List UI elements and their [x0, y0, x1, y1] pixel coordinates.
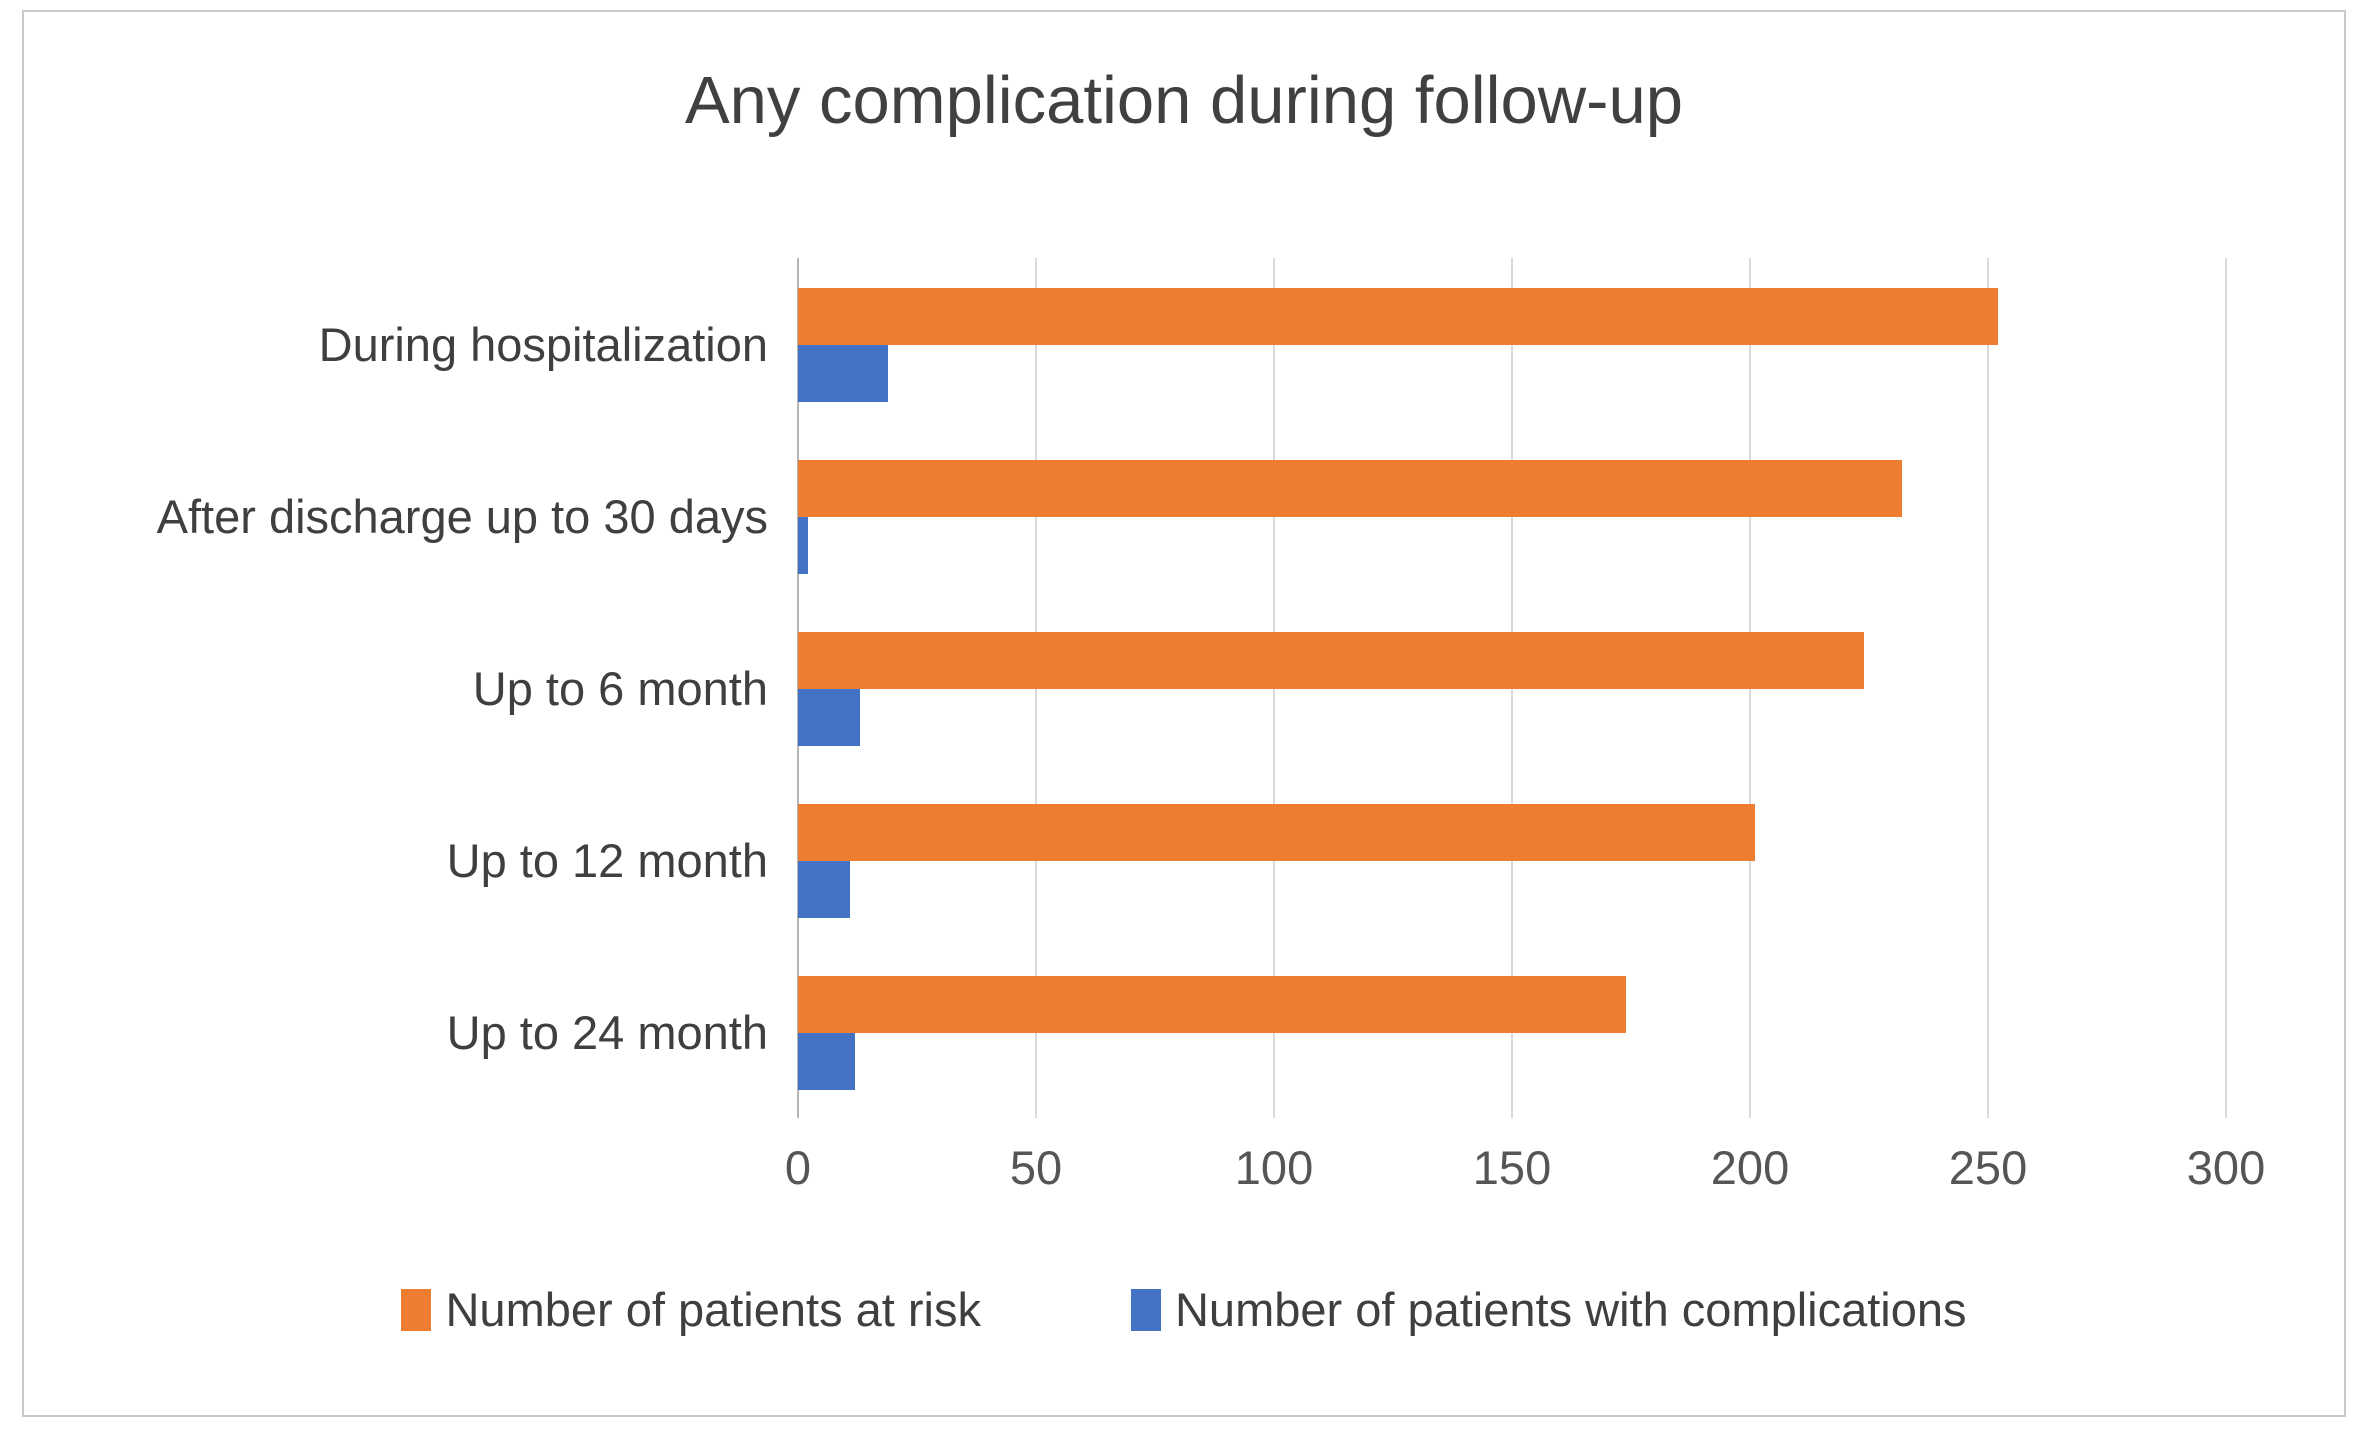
bar-complications	[798, 1033, 856, 1090]
bar-row	[798, 430, 2226, 602]
x-tick-label: 50	[1009, 1141, 1063, 1194]
bar-at-risk	[798, 976, 1627, 1033]
plot-area	[797, 258, 2227, 1118]
x-tick-label: 300	[2186, 1141, 2266, 1194]
bar-at-risk	[798, 804, 1755, 861]
x-tick-label: 150	[1472, 1141, 1552, 1194]
bar-at-risk	[798, 288, 1998, 345]
legend-label-complications: Number of patients with complications	[1174, 1283, 1967, 1336]
x-tick-label: 100	[1234, 1141, 1314, 1194]
bar-at-risk	[798, 460, 1903, 517]
bar-row	[798, 258, 2226, 430]
bar-complications	[798, 345, 889, 402]
bar-complications	[798, 517, 808, 574]
x-tick-label: 250	[1948, 1141, 2028, 1194]
category-label: Up to 24 month	[446, 1005, 768, 1059]
category-label: Up to 12 month	[446, 833, 768, 887]
bar-row	[798, 774, 2226, 946]
bar-complications	[798, 861, 851, 918]
gridline	[1987, 258, 1989, 1118]
legend: Number of patients at risk Number of pat…	[0, 1282, 2368, 1337]
x-tick-label: 200	[1710, 1141, 1790, 1194]
legend-item-complications: Number of patients with complications	[1130, 1282, 1967, 1337]
category-label: During hospitalization	[318, 317, 768, 371]
category-label: Up to 6 month	[472, 661, 768, 715]
gridline	[2225, 258, 2227, 1118]
bar-row	[798, 602, 2226, 774]
legend-label-at-risk: Number of patients at risk	[445, 1283, 981, 1336]
bar-at-risk	[798, 632, 1865, 689]
figure-border	[22, 10, 2346, 1417]
chart-title: Any complication during follow-up	[684, 63, 1684, 138]
x-axis: 0 50 100 150 200 250 300	[785, 1140, 2265, 1210]
bar-row	[798, 946, 2226, 1118]
bar-complications	[798, 689, 860, 746]
legend-swatch-at-risk-icon	[401, 1288, 432, 1331]
x-tick-label: 0	[784, 1141, 812, 1194]
legend-swatch-complications-icon	[1130, 1288, 1161, 1331]
legend-item-at-risk: Number of patients at risk	[401, 1282, 981, 1337]
category-label: After discharge up to 30 days	[156, 489, 768, 543]
